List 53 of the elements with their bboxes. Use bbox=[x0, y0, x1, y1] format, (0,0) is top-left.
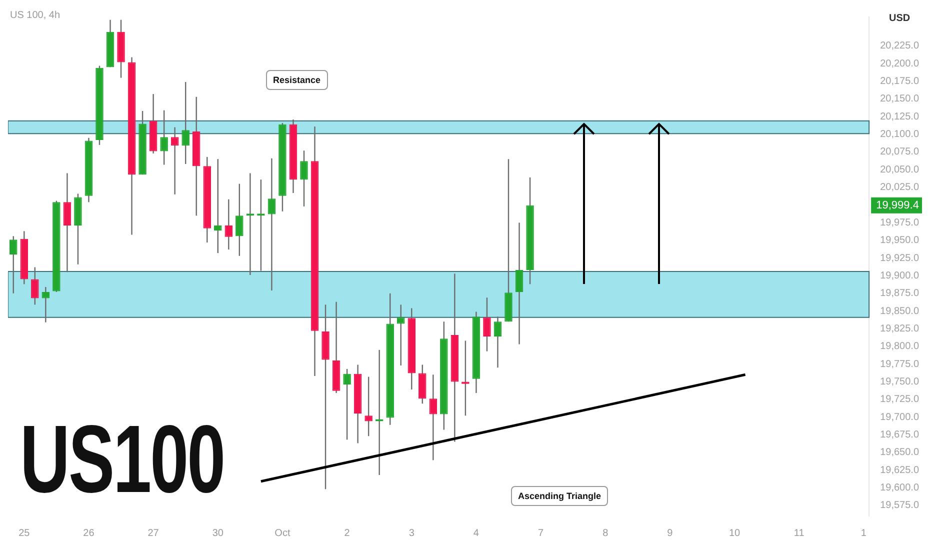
y-tick-label: 19,950.0 bbox=[880, 235, 920, 246]
text: 19,999.4 bbox=[876, 199, 919, 212]
x-tick-label: Oct bbox=[274, 528, 290, 539]
x-tick-label: 26 bbox=[83, 528, 95, 539]
chart-title: US 100, 4h bbox=[10, 10, 60, 21]
y-tick-label: 20,150.0 bbox=[880, 94, 920, 105]
candlestick bbox=[42, 286, 50, 322]
x-tick-label: 4 bbox=[473, 528, 480, 539]
y-tick-label: 19,575.0 bbox=[880, 500, 920, 512]
x-tick-label: 9 bbox=[667, 528, 674, 539]
y-tick-label: 20,225.0 bbox=[880, 40, 920, 52]
x-tick-label: 30 bbox=[212, 528, 224, 539]
annotation: Resistance bbox=[266, 70, 328, 90]
x-tick-label: 7 bbox=[538, 528, 544, 539]
y-tick-label: 20,125.0 bbox=[880, 111, 920, 122]
candlestick bbox=[224, 199, 233, 250]
y-tick-label: 20,175.0 bbox=[880, 76, 920, 88]
candlestick bbox=[515, 222, 524, 344]
annotation: Ascending Triangle bbox=[511, 486, 608, 506]
candlestick bbox=[429, 374, 438, 460]
y-tick-label: 19,975.0 bbox=[880, 217, 920, 228]
y-tick-label: 19,775.0 bbox=[880, 358, 920, 370]
x-tick-label: 11 bbox=[794, 528, 805, 539]
candlestick bbox=[63, 173, 72, 272]
y-tick-label: 19,675.0 bbox=[880, 429, 920, 440]
y-tick-label: 19,900.0 bbox=[880, 270, 920, 282]
candlestick bbox=[268, 158, 276, 291]
annotation: US100 bbox=[20, 406, 224, 513]
x-tick-label: 25 bbox=[18, 528, 30, 539]
y-tick-label: 19,925.0 bbox=[880, 252, 920, 264]
x-tick-label: 10 bbox=[728, 528, 741, 539]
y-tick-label: 19,825.0 bbox=[880, 323, 920, 334]
y-tick-label: 20,025.0 bbox=[880, 182, 920, 194]
y-tick-label: 20,200.0 bbox=[880, 58, 920, 70]
y-tick-label: 20,075.0 bbox=[880, 146, 920, 158]
y-tick-label: 19,725.0 bbox=[880, 394, 920, 406]
y-tick-label: 19,625.0 bbox=[880, 464, 920, 476]
y-tick-label: 20,050.0 bbox=[880, 164, 920, 176]
x-tick-label: 3 bbox=[408, 528, 415, 539]
y-tick-label: 19,700.0 bbox=[880, 412, 920, 423]
x-tick-label: 1 bbox=[860, 528, 867, 539]
y-tick-label: 19,750.0 bbox=[880, 376, 920, 388]
y-axis-title: USD bbox=[888, 12, 910, 24]
y-tick-label: 19,650.0 bbox=[880, 447, 920, 458]
y-tick-label: 20,100.0 bbox=[880, 129, 920, 140]
x-tick-label: 8 bbox=[602, 528, 609, 539]
y-tick-label: 19,600.0 bbox=[880, 482, 920, 494]
y-tick-label: 19,875.0 bbox=[880, 288, 920, 300]
y-tick-label: 19,800.0 bbox=[880, 341, 920, 352]
y-tick-label: 19,850.0 bbox=[880, 306, 920, 317]
x-tick-label: 2 bbox=[344, 528, 350, 539]
x-tick-label: 27 bbox=[148, 528, 160, 539]
candlestick bbox=[170, 127, 179, 194]
